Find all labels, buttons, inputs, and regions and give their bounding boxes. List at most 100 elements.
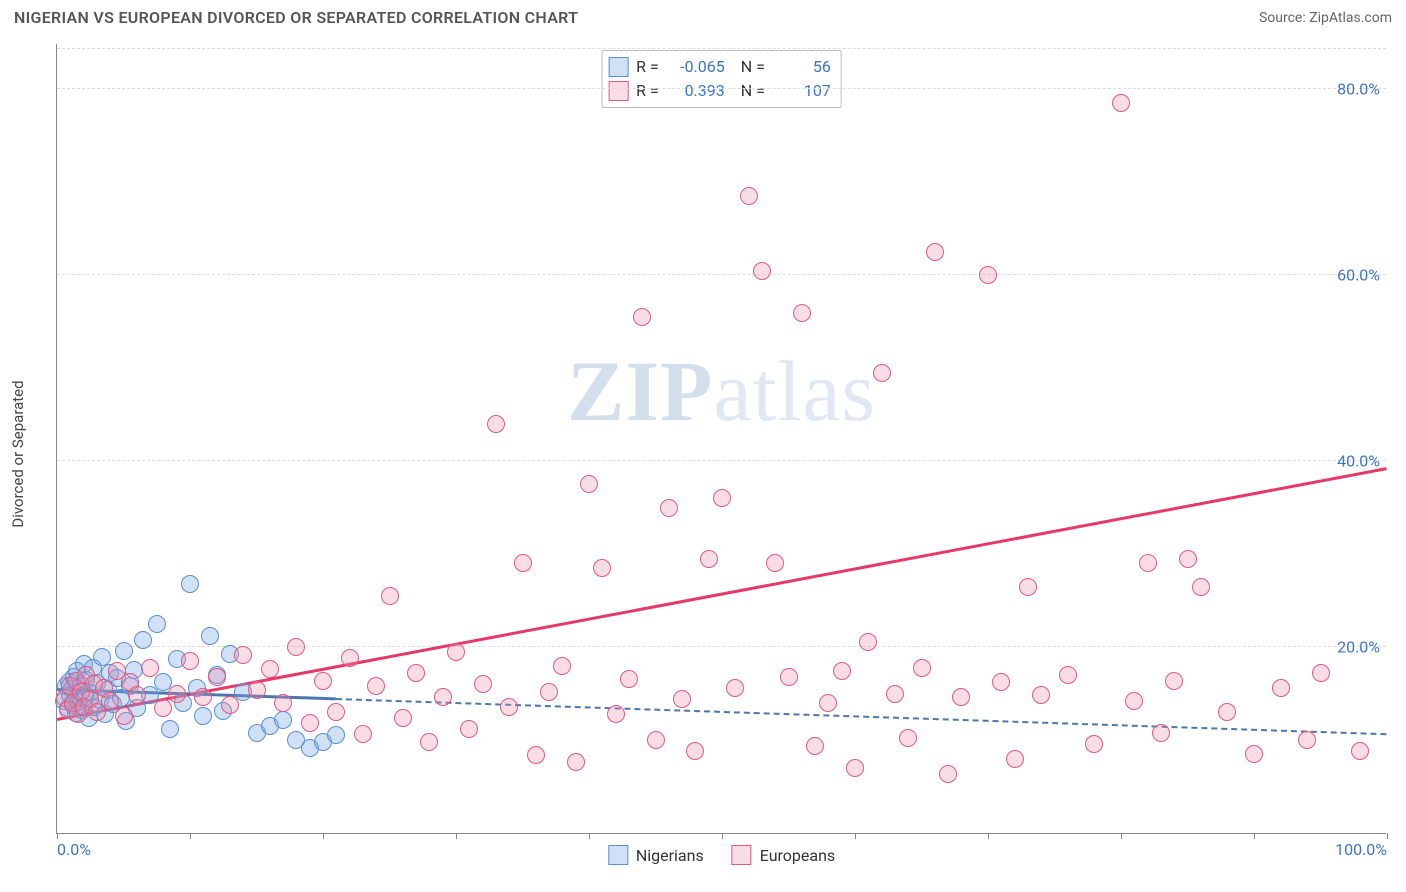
scatter-point <box>487 415 505 433</box>
scatter-point <box>194 707 212 725</box>
y-tick-label: 80.0% <box>1337 80 1380 99</box>
scatter-point <box>899 729 917 747</box>
y-tick-label: 40.0% <box>1337 452 1380 471</box>
scatter-point <box>633 308 651 326</box>
y-tick-label: 60.0% <box>1337 266 1380 285</box>
scatter-point <box>713 489 731 507</box>
x-tick-label: 0.0% <box>57 840 91 859</box>
gridline <box>57 88 1386 89</box>
scatter-point <box>780 668 798 686</box>
scatter-point <box>434 688 452 706</box>
scatter-point <box>354 725 372 743</box>
y-tick-label: 20.0% <box>1337 638 1380 657</box>
scatter-point <box>115 642 133 660</box>
scatter-point <box>407 664 425 682</box>
scatter-point <box>992 673 1010 691</box>
scatter-point <box>115 707 133 725</box>
scatter-point <box>381 587 399 605</box>
scatter-point <box>1218 703 1236 721</box>
scatter-point <box>1165 672 1183 690</box>
scatter-point <box>460 720 478 738</box>
scatter-point <box>1245 745 1263 763</box>
scatter-point <box>952 688 970 706</box>
legend-swatch-europeans <box>732 845 752 865</box>
scatter-point <box>753 262 771 280</box>
scatter-point <box>913 659 931 677</box>
chart-container: Divorced or Separated ZIPatlas R = -0.06… <box>40 44 1390 864</box>
scatter-point <box>514 554 532 572</box>
scatter-point <box>806 737 824 755</box>
scatter-point <box>327 703 345 721</box>
legend-label-nigerians: Nigerians <box>636 846 704 865</box>
scatter-point <box>181 652 199 670</box>
scatter-point <box>221 696 239 714</box>
gridline <box>57 460 1386 461</box>
scatter-point <box>341 649 359 667</box>
corr-row-nigerians: R = -0.065 N = 56 <box>608 55 831 79</box>
swatch-nigerians <box>608 57 628 77</box>
scatter-point <box>181 575 199 593</box>
plot-area: ZIPatlas R = -0.065 N = 56 R = 0.393 N =… <box>56 44 1386 834</box>
x-tick <box>57 833 58 839</box>
x-tick <box>190 833 191 839</box>
scatter-point <box>261 660 279 678</box>
scatter-point <box>647 731 665 749</box>
legend-bottom: Nigerians Europeans <box>608 845 835 865</box>
scatter-point <box>447 643 465 661</box>
x-tick-label: 100.0% <box>1335 840 1387 859</box>
legend-item-europeans: Europeans <box>732 845 835 865</box>
scatter-point <box>607 705 625 723</box>
swatch-europeans <box>608 81 628 101</box>
scatter-point <box>846 759 864 777</box>
scatter-point <box>420 733 438 751</box>
scatter-point <box>833 662 851 680</box>
scatter-point <box>1019 578 1037 596</box>
scatter-point <box>527 746 545 764</box>
x-tick <box>1254 833 1255 839</box>
x-tick <box>456 833 457 839</box>
legend-label-europeans: Europeans <box>760 846 835 865</box>
scatter-point <box>686 742 704 760</box>
scatter-point <box>274 694 292 712</box>
scatter-point <box>208 668 226 686</box>
scatter-point <box>287 638 305 656</box>
scatter-point <box>1192 578 1210 596</box>
scatter-point <box>1351 742 1369 760</box>
scatter-point <box>1006 750 1024 768</box>
scatter-point <box>1125 692 1143 710</box>
scatter-point <box>234 646 252 664</box>
gridline <box>57 646 1386 647</box>
scatter-point <box>1085 735 1103 753</box>
scatter-point <box>580 475 598 493</box>
scatter-point <box>540 683 558 701</box>
scatter-point <box>926 243 944 261</box>
legend-item-nigerians: Nigerians <box>608 845 704 865</box>
scatter-point <box>367 677 385 695</box>
scatter-point <box>168 685 186 703</box>
scatter-point <box>726 679 744 697</box>
correlation-box: R = -0.065 N = 56 R = 0.393 N = 107 <box>601 50 842 108</box>
scatter-point <box>1312 664 1330 682</box>
scatter-point <box>979 266 997 284</box>
scatter-point <box>939 765 957 783</box>
scatter-point <box>1272 679 1290 697</box>
gridline <box>57 274 1386 275</box>
scatter-point <box>201 627 219 645</box>
scatter-point <box>101 692 119 710</box>
scatter-point <box>128 686 146 704</box>
scatter-point <box>500 698 518 716</box>
scatter-point <box>793 304 811 322</box>
scatter-point <box>394 709 412 727</box>
x-tick <box>855 833 856 839</box>
scatter-point <box>886 685 904 703</box>
scatter-point <box>740 187 758 205</box>
x-tick <box>1387 833 1388 839</box>
scatter-point <box>819 694 837 712</box>
scatter-point <box>553 657 571 675</box>
scatter-point <box>1139 554 1157 572</box>
scatter-point <box>274 711 292 729</box>
scatter-point <box>673 690 691 708</box>
scatter-point <box>567 753 585 771</box>
scatter-point <box>1059 666 1077 684</box>
x-tick <box>1121 833 1122 839</box>
